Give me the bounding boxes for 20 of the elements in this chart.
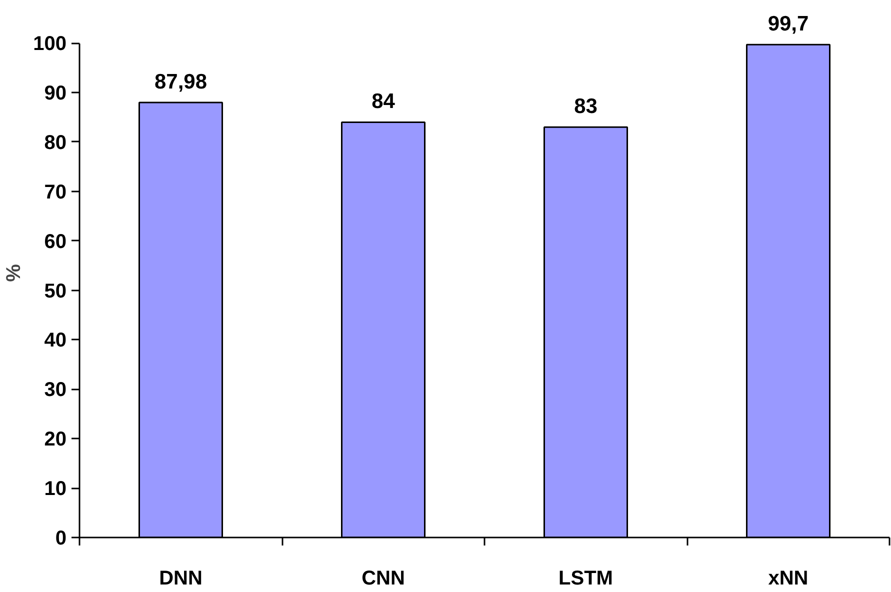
data-label: 99,7 bbox=[768, 12, 809, 36]
y-tick-label: 40 bbox=[44, 330, 67, 352]
y-tick-label: 60 bbox=[44, 230, 67, 253]
data-label: 84 bbox=[372, 90, 396, 114]
y-axis-title: % bbox=[3, 264, 26, 282]
x-tick-label: DNN bbox=[159, 568, 202, 590]
x-tick-label: CNN bbox=[362, 568, 405, 590]
y-tick-label: 50 bbox=[44, 280, 67, 302]
data-label: 83 bbox=[574, 95, 598, 118]
y-tick-label: 70 bbox=[44, 181, 67, 204]
x-tick-label: LSTM bbox=[558, 568, 613, 590]
y-tick-label: 100 bbox=[33, 33, 67, 56]
y-tick-label: 30 bbox=[44, 379, 67, 402]
y-tick-label: 80 bbox=[44, 132, 67, 154]
y-tick-label: 0 bbox=[55, 528, 66, 550]
y-tick-label: 20 bbox=[44, 428, 67, 451]
y-tick-label: 90 bbox=[44, 82, 67, 105]
x-tick-label: xNN bbox=[768, 568, 808, 590]
data-label: 87,98 bbox=[154, 70, 208, 94]
y-tick-label: 10 bbox=[44, 478, 67, 500]
